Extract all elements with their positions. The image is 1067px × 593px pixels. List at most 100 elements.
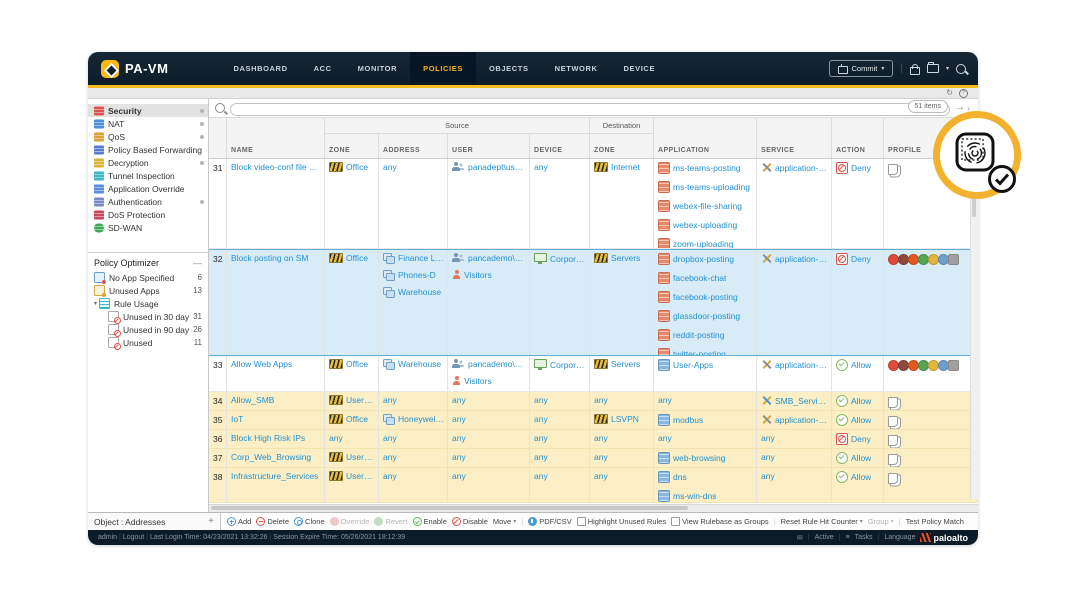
help-icon[interactable]: ?: [959, 88, 968, 98]
override-button[interactable]: Override: [329, 517, 369, 526]
group-dropdown[interactable]: Group ▾: [868, 517, 894, 526]
next-page-arrow-icon[interactable]: →: [955, 102, 965, 113]
move-dropdown[interactable]: Move ▾: [493, 517, 516, 526]
application-link[interactable]: modbus: [673, 415, 704, 425]
service-link[interactable]: application-default: [775, 162, 828, 173]
sidebar-item-tunnel-inspection[interactable]: Tunnel Inspection: [88, 169, 208, 182]
user-link[interactable]: any: [452, 433, 466, 443]
application-link[interactable]: zoom-uploading: [673, 239, 734, 248]
address-link[interactable]: Warehouse: [398, 287, 442, 297]
action-link[interactable]: Allow: [851, 360, 872, 370]
rule-name-link[interactable]: Block High Risk IPs: [231, 433, 306, 443]
object-addresses-bar[interactable]: Object : Addresses +: [88, 512, 221, 530]
application-link[interactable]: webex-uploading: [673, 220, 738, 230]
zone-link[interactable]: any: [329, 433, 343, 443]
global-search-icon[interactable]: [956, 63, 966, 74]
zone-link[interactable]: Servers: [611, 359, 641, 369]
tab-monitor[interactable]: MONITOR: [357, 64, 398, 73]
add-object-icon[interactable]: +: [208, 516, 214, 527]
device-link[interactable]: any: [534, 162, 548, 172]
sidebar-item-authentication[interactable]: Authentication: [88, 195, 208, 208]
rulebase-search-input[interactable]: [230, 103, 950, 116]
add-button[interactable]: Add: [227, 517, 251, 526]
user-link[interactable]: Visitors: [464, 376, 492, 386]
service-link[interactable]: SMB_Services: [775, 395, 828, 406]
application-link[interactable]: webex-file-sharing: [673, 201, 742, 211]
table-row-34[interactable]: 34 Allow_SMB User_Tap any any any any an…: [209, 392, 978, 411]
column-header-dest-zone[interactable]: ZONE: [590, 134, 654, 158]
commit-button[interactable]: Commit ▾: [828, 60, 894, 77]
action-link[interactable]: Deny: [851, 163, 871, 173]
zone-link[interactable]: Office: [346, 253, 369, 263]
device-link[interactable]: any: [534, 395, 548, 405]
optimizer-item-unused[interactable]: Unused 11: [88, 336, 208, 350]
rule-name-link[interactable]: IoT: [231, 414, 244, 424]
rule-name-link[interactable]: Corp_Web_Browsing: [231, 452, 312, 462]
tasks-link[interactable]: Tasks: [854, 534, 873, 541]
zone-link[interactable]: any: [594, 471, 608, 481]
disable-button[interactable]: Disable: [451, 517, 488, 526]
active-status[interactable]: Active: [814, 534, 834, 541]
zone-link[interactable]: Office: [346, 414, 369, 424]
device-link[interactable]: any: [534, 414, 548, 424]
view-rulebase-as-groups-checkbox[interactable]: View Rulebase as Groups: [671, 517, 769, 526]
service-link[interactable]: any: [761, 452, 775, 462]
zone-link[interactable]: User_Tap: [346, 452, 375, 462]
action-link[interactable]: Deny: [851, 434, 871, 444]
table-row-36[interactable]: 36 Block High Risk IPs any any any any a…: [209, 430, 978, 449]
zone-link[interactable]: any: [594, 433, 608, 443]
zone-link[interactable]: Internet: [611, 162, 640, 172]
table-row-32-selected[interactable]: 32 Block posting on SM Office Finance La…: [209, 249, 978, 356]
rule-name-link[interactable]: Infrastructure_Services: [231, 471, 319, 481]
table-row-38[interactable]: 38 Infrastructure_Services User_Tap any …: [209, 468, 978, 503]
application-link[interactable]: facebook-posting: [673, 292, 738, 302]
action-link[interactable]: Allow: [851, 472, 872, 482]
sidebar-item-nat[interactable]: NAT: [88, 117, 208, 130]
address-link[interactable]: Honeywell_Devi...: [398, 414, 444, 424]
column-header-device[interactable]: DEVICE: [530, 134, 590, 158]
address-link[interactable]: any: [383, 433, 397, 443]
chevron-down-icon[interactable]: ▾: [94, 301, 98, 307]
test-policy-match-button[interactable]: Test Policy Match: [906, 517, 964, 526]
application-link[interactable]: dropbox-posting: [673, 254, 734, 264]
device-link[interactable]: any: [534, 471, 548, 481]
address-link[interactable]: any: [383, 162, 397, 172]
optimizer-item-rule-usage[interactable]: ▾ Rule Usage: [88, 297, 208, 310]
revert-button[interactable]: Revert: [374, 517, 408, 526]
profile-group-icon[interactable]: [888, 416, 898, 427]
tab-objects[interactable]: OBJECTS: [488, 64, 529, 73]
rule-name-link[interactable]: Allow Web Apps: [231, 359, 293, 369]
column-header-address[interactable]: ADDRESS: [379, 134, 448, 158]
zone-link[interactable]: Servers: [611, 253, 641, 263]
device-link[interactable]: any: [534, 433, 548, 443]
column-header-application[interactable]: APPLICATION: [654, 118, 757, 158]
table-row-31[interactable]: 31 Block video-conf file uploading Offic…: [209, 159, 978, 249]
profile-group-icon[interactable]: [888, 164, 898, 175]
sidebar-item-dos-protection[interactable]: DoS Protection: [88, 208, 208, 221]
column-header-service[interactable]: SERVICE: [757, 118, 832, 158]
zone-link[interactable]: LSVPN: [611, 414, 639, 424]
address-link[interactable]: any: [383, 452, 397, 462]
optimizer-item-unused-apps[interactable]: Unused Apps 13: [88, 284, 208, 297]
highlight-unused-rules-checkbox[interactable]: Highlight Unused Rules: [576, 517, 666, 526]
security-profile-icons[interactable]: [888, 254, 974, 265]
zone-link[interactable]: User_Tap: [346, 395, 375, 405]
profile-group-icon[interactable]: [888, 454, 898, 465]
device-link[interactable]: any: [534, 452, 548, 462]
zone-link[interactable]: any: [594, 395, 608, 405]
rule-name-link[interactable]: Allow_SMB: [231, 395, 275, 405]
user-link[interactable]: any: [452, 471, 466, 481]
table-row-35[interactable]: 35 IoT Office Honeywell_Devi... any any …: [209, 411, 978, 430]
zone-link[interactable]: Office: [346, 359, 369, 369]
optimizer-item-no-app-specified[interactable]: No App Specified 6: [88, 271, 208, 284]
horizontal-scrollbar[interactable]: [209, 504, 978, 512]
application-link[interactable]: web-browsing: [673, 453, 726, 463]
user-link[interactable]: pancademo\users: [468, 359, 526, 369]
action-link[interactable]: Allow: [851, 415, 872, 425]
service-link[interactable]: application-default: [775, 414, 828, 425]
action-link[interactable]: Deny: [851, 254, 871, 264]
vertical-scrollbar[interactable]: [970, 157, 978, 499]
security-profile-icons[interactable]: [888, 360, 974, 371]
column-header-user[interactable]: USER: [448, 134, 530, 158]
zone-link[interactable]: User_Tap: [346, 471, 375, 481]
